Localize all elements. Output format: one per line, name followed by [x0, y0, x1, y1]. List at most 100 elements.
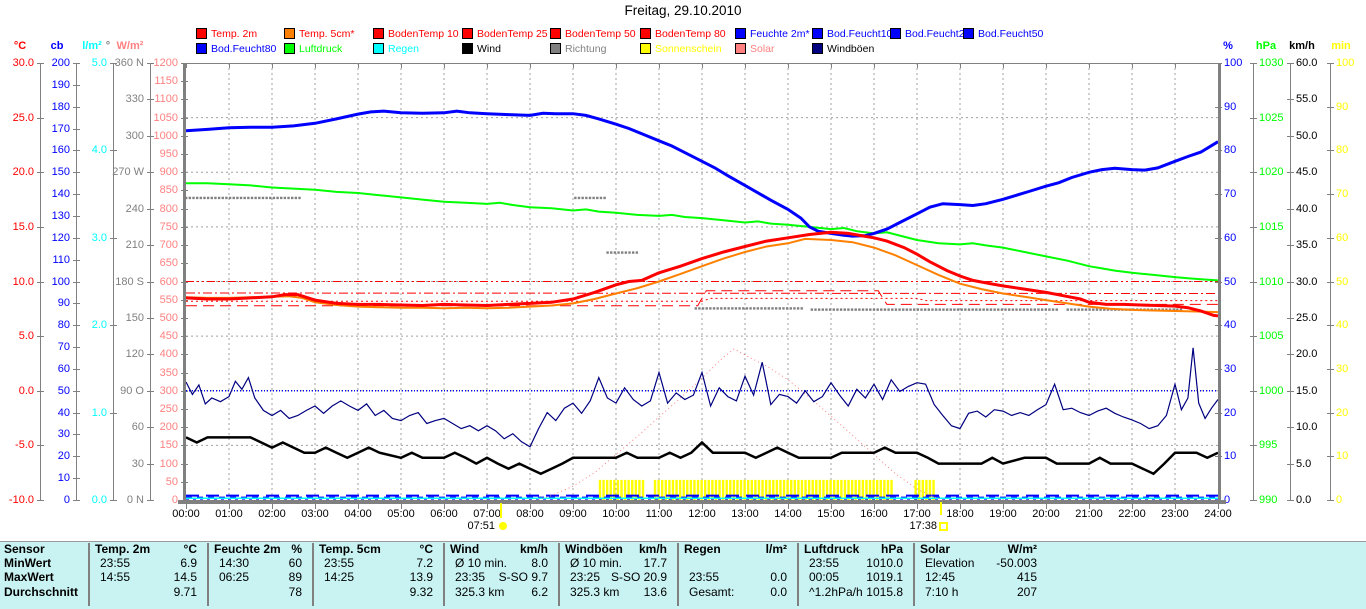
- legend-label: Bod.Feucht25: [905, 28, 971, 40]
- richtung-dot: [734, 307, 738, 310]
- table-col-unit: hPa: [880, 542, 903, 556]
- table-cell-time: ^1.2hPa/h: [809, 585, 863, 599]
- tick-label-deg: 330: [125, 93, 144, 105]
- richtung-dot: [596, 196, 599, 200]
- tick-label-temp_c: 25.0: [12, 112, 34, 124]
- richtung-dot: [1099, 308, 1102, 311]
- x-tick-mark-top: [487, 63, 488, 68]
- richtung-dot: [228, 196, 232, 200]
- richtung-dot: [909, 308, 912, 311]
- richtung-dot: [581, 196, 584, 200]
- tick-label-wm2: 850: [159, 184, 178, 196]
- table-separator: [88, 543, 90, 606]
- axis-tick-cb: [73, 194, 80, 195]
- x-tick-mark-top: [616, 63, 617, 68]
- table-cell-value: -50.003: [996, 556, 1037, 570]
- tick-label-wm2: 200: [159, 421, 178, 433]
- axis-tick-hpa: [1250, 227, 1257, 228]
- sunshine-bar: [829, 479, 832, 500]
- table-cell-value: 9.71: [173, 585, 197, 599]
- tick-label-wm2: 100: [159, 458, 178, 470]
- x-tick-label: 04:00: [344, 508, 372, 520]
- axis-tick-hpa: [1250, 172, 1257, 173]
- richtung-dot: [997, 308, 1000, 311]
- x-tick-mark: [917, 504, 918, 509]
- x-tick-label: 01:00: [215, 508, 243, 520]
- richtung-dot: [1092, 308, 1095, 311]
- axis-tick-temp_c: [37, 118, 44, 119]
- table-cell-value: 60: [288, 556, 302, 570]
- tick-label-wm2: 350: [159, 367, 178, 379]
- series-solar: [538, 348, 945, 500]
- tick-label-deg: 270 W: [112, 166, 144, 178]
- table-cell-value: S-SO 9.7: [498, 570, 548, 584]
- richtung-dot: [850, 308, 854, 311]
- richtung-dot: [1026, 308, 1029, 311]
- table-cell-time: Ø 10 min.: [570, 556, 623, 570]
- richtung-dot: [1022, 308, 1026, 311]
- legend-label: BodenTemp 25: [477, 28, 548, 40]
- sunshine-bar: [764, 479, 768, 500]
- x-tick-mark-top: [745, 63, 746, 68]
- tick-label-cb: 40: [57, 407, 70, 419]
- axis-tick-temp_c: [37, 391, 44, 392]
- axis-tick-kmh: [1287, 63, 1294, 64]
- sunshine-bar: [613, 479, 616, 500]
- richtung-dot: [1157, 308, 1161, 311]
- richtung-dot: [287, 196, 290, 200]
- richtung-dot: [964, 308, 967, 311]
- richtung-dot: [1051, 308, 1055, 311]
- x-tick-mark: [702, 504, 703, 509]
- axis-tick-min: [1327, 107, 1334, 108]
- axis-tick-cb: [73, 260, 80, 261]
- series-temp_2m: [186, 230, 1218, 318]
- axis-tick-min: [1327, 282, 1334, 283]
- sunshine-bar: [850, 479, 854, 500]
- tick-label-wm2: 1000: [153, 130, 178, 142]
- tick-label-hpa: 1030: [1259, 57, 1284, 69]
- tick-label-deg: 90 O: [120, 385, 144, 397]
- sunrise-icon: [499, 522, 507, 530]
- richtung-dot: [774, 307, 778, 310]
- table-col-name: Temp. 2m: [95, 542, 151, 556]
- richtung-dot: [905, 308, 909, 311]
- axis-tick-cb: [73, 434, 80, 435]
- richtung-dot: [869, 308, 872, 311]
- richtung-dot: [272, 196, 276, 200]
- richtung-dot: [610, 251, 613, 254]
- axis-tick-hpa: [1250, 63, 1257, 64]
- sunshine-bar: [689, 479, 693, 500]
- table-cell-value: 207: [1016, 585, 1037, 599]
- sunshine-bar: [775, 479, 779, 500]
- sunshine-bar: [631, 479, 634, 500]
- richtung-dot: [920, 308, 923, 311]
- richtung-dot: [280, 196, 283, 200]
- axis-tick-lm2: [110, 325, 117, 326]
- richtung-dot: [603, 196, 606, 200]
- table-cell-time: Gesamt:: [689, 585, 735, 599]
- richtung-dot: [745, 307, 749, 310]
- sunshine-bar: [634, 479, 638, 500]
- sunshine-bar: [641, 479, 645, 500]
- table-cell-value: 14.5: [173, 570, 197, 584]
- table-cell-value: 8.0: [531, 556, 548, 570]
- tick-label-kmh: 50.0: [1296, 130, 1318, 142]
- sunshine-bar: [729, 479, 732, 500]
- axis-tick-kmh: [1287, 318, 1294, 319]
- axis-tick-deg: [147, 245, 154, 246]
- tick-label-cb: 100: [51, 276, 70, 288]
- series-luftdruck: [186, 182, 1218, 282]
- axis-tick-kmh: [1287, 99, 1294, 100]
- table-col-unit: km/h: [638, 542, 667, 556]
- richtung-dot: [214, 196, 217, 200]
- table-row-label: Sensor: [4, 542, 45, 556]
- table-cell-value: 7.2: [416, 556, 433, 570]
- legend-label: BodenTemp 80: [655, 28, 726, 40]
- richtung-dot: [727, 307, 730, 310]
- tick-label-min: 90: [1336, 101, 1349, 113]
- tick-label-kmh: 20.0: [1296, 348, 1318, 360]
- table-cell-value: 0.0: [770, 585, 787, 599]
- tick-label-cb: 30: [57, 428, 70, 440]
- sunshine-bar: [768, 479, 771, 500]
- sunshine-bar: [854, 479, 857, 500]
